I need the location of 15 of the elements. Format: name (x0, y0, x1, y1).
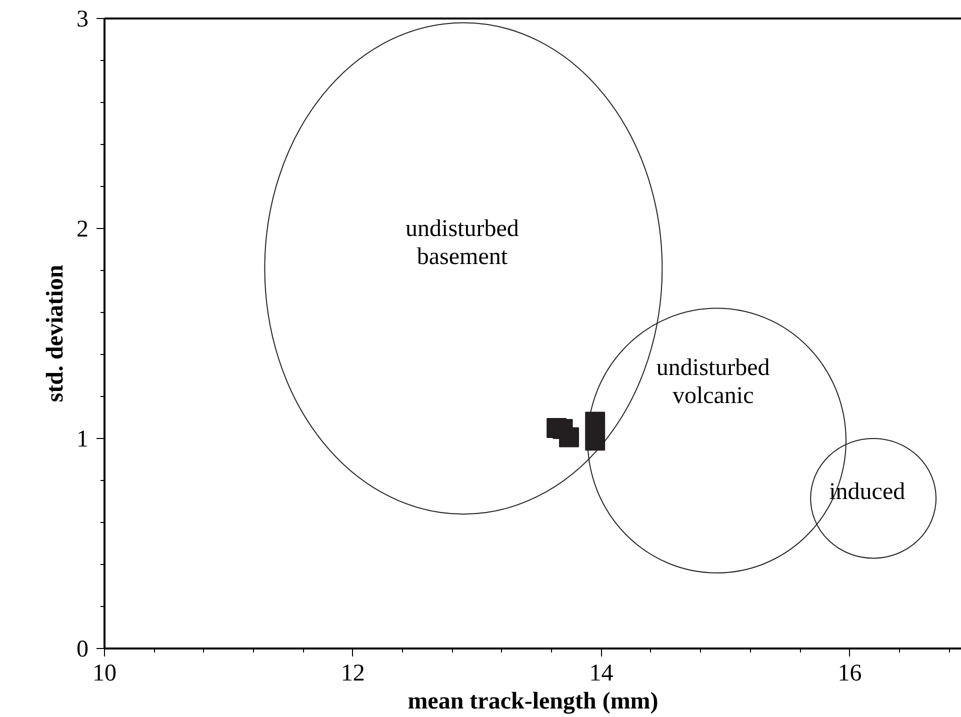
y-tick-label: 2 (76, 216, 88, 242)
x-axis-title: mean track-length (mm) (408, 688, 658, 714)
point (585, 412, 606, 432)
y-tick-label: 0 (76, 636, 88, 662)
point (559, 427, 580, 448)
x-tick-label: 12 (340, 660, 365, 686)
y-tick-label: 1 (76, 426, 88, 452)
y-axis-title: std. deviation (42, 264, 68, 402)
x-tick-label: 10 (92, 660, 116, 686)
x-tick-label: 16 (838, 660, 862, 686)
annotation: undisturbed volcanic (656, 354, 770, 409)
point (585, 430, 606, 451)
annotation: undisturbed basement (406, 216, 519, 270)
x-tick-label: 14 (589, 660, 614, 686)
y-tick-label: 3 (76, 6, 88, 32)
